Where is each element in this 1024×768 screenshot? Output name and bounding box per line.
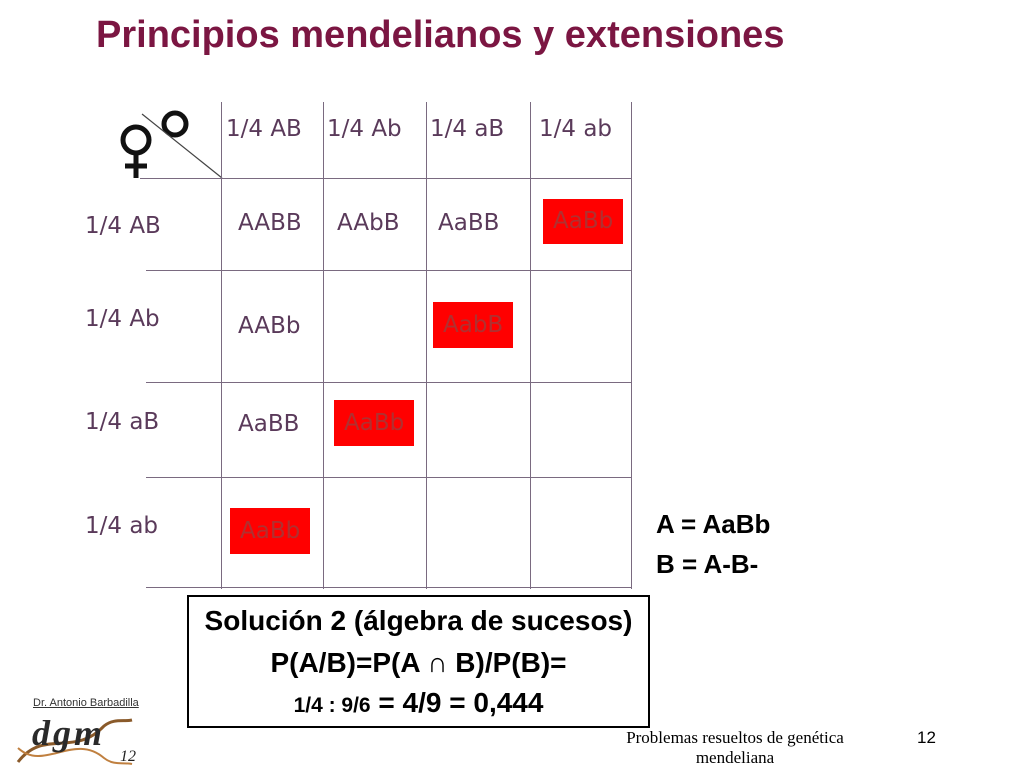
legend-event-b: B = A-B- xyxy=(656,549,759,579)
solution-result-fraction: 1/4 : 9/6 xyxy=(293,694,371,717)
column-header: 1/4 AB xyxy=(226,116,302,142)
slide-title: Principios mendelianos y extensiones xyxy=(96,14,785,56)
grid-vline-4 xyxy=(530,102,531,589)
column-header: 1/4 aB xyxy=(430,116,505,142)
logo-number: 12 xyxy=(120,748,136,765)
grid-hline-2 xyxy=(146,270,632,271)
grid-hline-1 xyxy=(140,178,632,179)
grid-vline-5 xyxy=(631,102,632,589)
female-symbol-icon xyxy=(120,124,152,178)
punnett-cell-highlighted: AaBb xyxy=(230,508,311,554)
course-title-line2: mendeliana xyxy=(695,748,775,767)
punnett-cell-highlighted: AaBb xyxy=(334,400,415,446)
row-header: 1/4 Ab xyxy=(85,306,160,332)
grid-hline-3 xyxy=(146,382,632,383)
punnett-cell: AaBB xyxy=(438,210,500,236)
logo-text: dgm xyxy=(32,713,106,753)
dgm-logo: dgm 12 xyxy=(14,712,154,768)
punnett-cell: AABb xyxy=(238,313,301,339)
punnett-cell: AABB xyxy=(238,210,302,236)
solution-result: 1/4 : 9/6 = 4/9 = 0,444 xyxy=(189,687,648,719)
author-name: Dr. Antonio Barbadilla xyxy=(33,697,139,709)
solution-result-value: = 4/9 = 0,444 xyxy=(370,687,544,718)
course-title: Problemas resueltos de genética mendelia… xyxy=(600,728,870,768)
punnett-cell: AaBB xyxy=(238,411,300,437)
punnett-cell-highlighted: AaBb xyxy=(543,199,624,244)
row-header: 1/4 ab xyxy=(85,513,159,539)
solution-box: Solución 2 (álgebra de sucesos) P(A/B)=P… xyxy=(187,595,650,728)
solution-heading: Solución 2 (álgebra de sucesos) xyxy=(204,605,633,636)
punnett-cell: AAbB xyxy=(337,210,400,236)
grid-vline-3 xyxy=(426,102,427,589)
diagonal-divider xyxy=(141,113,223,179)
course-title-line1: Problemas resueltos de genética xyxy=(626,728,844,747)
punnett-cell-highlighted: AabB xyxy=(433,302,514,348)
grid-hline-4 xyxy=(146,477,632,478)
grid-vline-2 xyxy=(323,102,324,589)
row-header: 1/4 aB xyxy=(85,409,160,435)
grid-hline-5 xyxy=(146,587,632,588)
grid-vline-1 xyxy=(221,102,222,589)
solution-formula: P(A/B)=P(A ∩ B)/P(B)= xyxy=(270,647,567,678)
legend-event-a: A = AaBb xyxy=(656,509,771,539)
dna-helix-icon xyxy=(16,718,133,765)
column-header: 1/4 Ab xyxy=(327,116,402,142)
column-header: 1/4 ab xyxy=(539,116,613,142)
page-number: 12 xyxy=(917,728,936,747)
male-symbol-icon xyxy=(161,110,189,138)
row-header: 1/4 AB xyxy=(85,213,161,239)
